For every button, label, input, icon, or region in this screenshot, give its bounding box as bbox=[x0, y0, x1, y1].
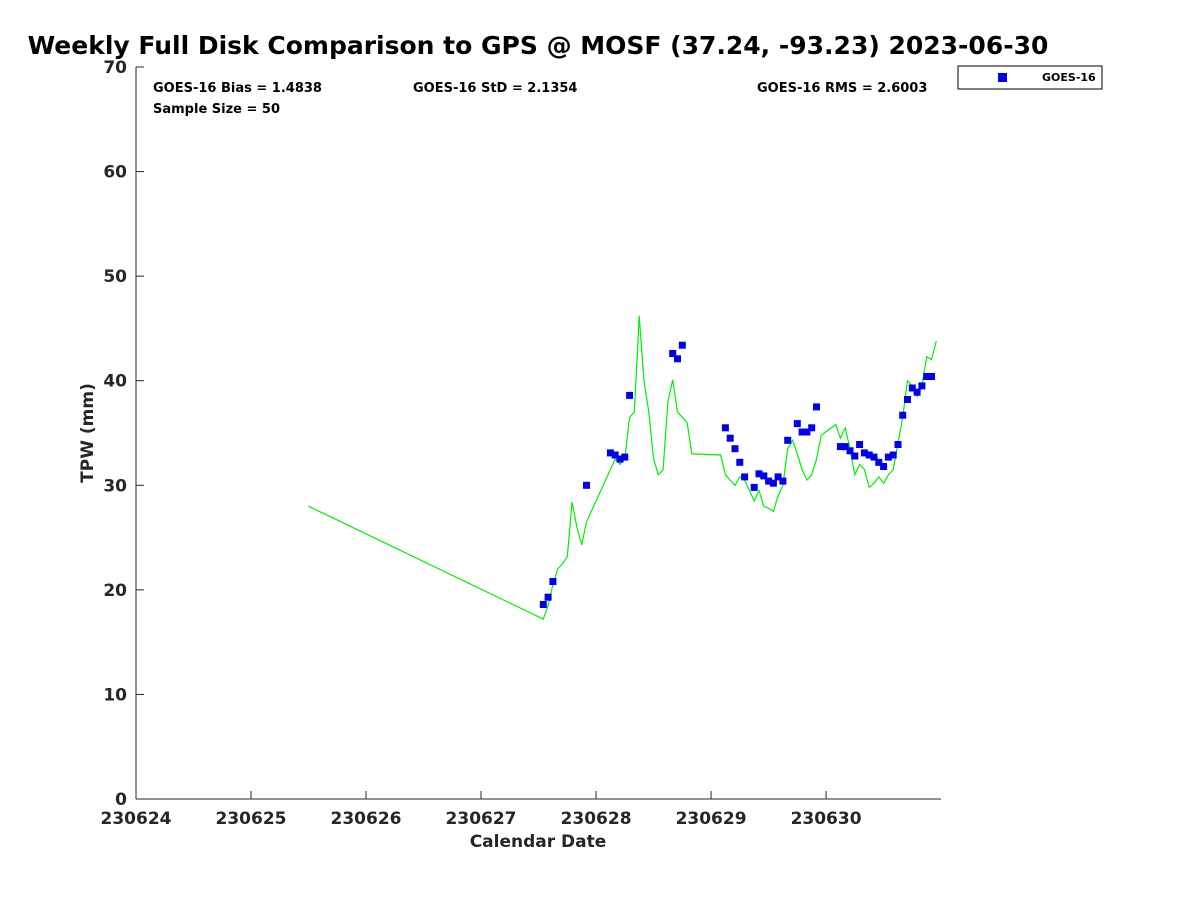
goes-16-point bbox=[851, 452, 859, 460]
x-tick-label: 230626 bbox=[331, 809, 402, 829]
legend-box bbox=[957, 65, 1103, 90]
goes-16-point bbox=[808, 424, 816, 432]
rms-stat: GOES-16 RMS = 2.6003 bbox=[757, 81, 927, 96]
x-axis-label: Calendar Date bbox=[470, 832, 607, 852]
goes-16-point bbox=[884, 453, 892, 461]
goes-16-point bbox=[865, 451, 873, 459]
goes-16-point bbox=[755, 470, 763, 478]
goes-16-point bbox=[611, 451, 619, 459]
goes-16-point bbox=[779, 477, 787, 485]
x-tick-label: 230628 bbox=[561, 809, 632, 829]
goes-16-point bbox=[606, 449, 614, 457]
goes-16-point bbox=[928, 373, 935, 380]
gps-reference-line bbox=[308, 315, 937, 620]
x-tick-label: 230625 bbox=[216, 809, 287, 829]
y-tick-label: 40 bbox=[103, 372, 127, 392]
goes-16-point bbox=[803, 428, 811, 436]
goes-16-point bbox=[678, 341, 686, 349]
bias-stat: GOES-16 Bias = 1.4838 bbox=[153, 81, 322, 96]
x-tick-label: 230629 bbox=[676, 809, 747, 829]
goes-16-point bbox=[549, 578, 557, 585]
goes-16-point bbox=[539, 601, 547, 608]
goes-16-point bbox=[544, 593, 552, 601]
series-layer bbox=[308, 315, 937, 620]
goes-16-point bbox=[765, 477, 773, 485]
legend-marker-goes-16 bbox=[998, 73, 1007, 82]
goes-16-point bbox=[669, 350, 677, 357]
goes-16-point bbox=[793, 420, 801, 428]
goes-16-point bbox=[784, 436, 792, 444]
legend: GOES-16 bbox=[957, 65, 1103, 90]
goes-16-point bbox=[731, 445, 739, 453]
goes-16-point bbox=[774, 473, 782, 481]
goes-16-point bbox=[760, 472, 768, 480]
goes-16-point bbox=[583, 481, 590, 489]
y-tick-label: 0 bbox=[115, 790, 127, 810]
goes-16-point bbox=[621, 453, 629, 461]
y-tick-label: 20 bbox=[103, 581, 127, 601]
y-axis-label: TPW (mm) bbox=[78, 383, 98, 483]
goes-16-point bbox=[750, 483, 758, 491]
x-tick-label: 230624 bbox=[101, 809, 172, 829]
goes-16-point bbox=[908, 384, 916, 392]
legend-label-goes-16: GOES-16 bbox=[1042, 71, 1096, 84]
y-tick-label: 30 bbox=[103, 476, 127, 496]
y-tick-label: 70 bbox=[103, 58, 127, 78]
goes-16-point bbox=[894, 441, 902, 448]
goes-16-point bbox=[841, 443, 849, 451]
goes-16-point bbox=[880, 463, 888, 470]
goes-16-point bbox=[741, 473, 749, 481]
goes-16-point bbox=[674, 355, 681, 363]
goes-16-point bbox=[813, 403, 820, 411]
chart-title: Weekly Full Disk Comparison to GPS @ MOS… bbox=[28, 31, 1049, 60]
plot-frame bbox=[135, 67, 941, 800]
goes-16-point bbox=[856, 441, 864, 448]
goes-16-point bbox=[616, 455, 624, 463]
goes-16-point bbox=[860, 449, 868, 457]
goes-16-point bbox=[769, 479, 777, 487]
goes-16-point bbox=[736, 458, 744, 466]
x-tick-label: 230627 bbox=[446, 809, 517, 829]
goes-16-point bbox=[889, 451, 897, 459]
goes-16-point bbox=[918, 382, 926, 390]
goes-16-point bbox=[626, 391, 634, 399]
y-tick-label: 10 bbox=[103, 685, 127, 705]
y-tick-label: 50 bbox=[103, 267, 127, 287]
goes-16-point bbox=[870, 453, 878, 461]
sample-size-stat: Sample Size = 50 bbox=[153, 102, 280, 117]
goes-16-point bbox=[726, 434, 734, 442]
goes-16-point bbox=[913, 388, 921, 396]
goes-16-point bbox=[904, 396, 911, 403]
std-stat: GOES-16 StD = 2.1354 bbox=[413, 81, 577, 96]
goes-16-point bbox=[721, 424, 729, 432]
goes-16-point bbox=[875, 458, 883, 466]
x-axis: 230624 230625 230626 230627 230628 230629 2306… bbox=[101, 791, 862, 829]
y-axis: 0 10 20 30 40 50 60 70 bbox=[103, 58, 144, 810]
goes-16-point bbox=[798, 428, 806, 436]
y-tick-label: 60 bbox=[103, 163, 127, 183]
goes-16-point bbox=[846, 447, 854, 455]
goes-16-point bbox=[923, 373, 931, 380]
x-tick-label: 230630 bbox=[791, 809, 862, 829]
goes-16-point bbox=[836, 443, 844, 451]
goes-16-point bbox=[899, 411, 907, 419]
